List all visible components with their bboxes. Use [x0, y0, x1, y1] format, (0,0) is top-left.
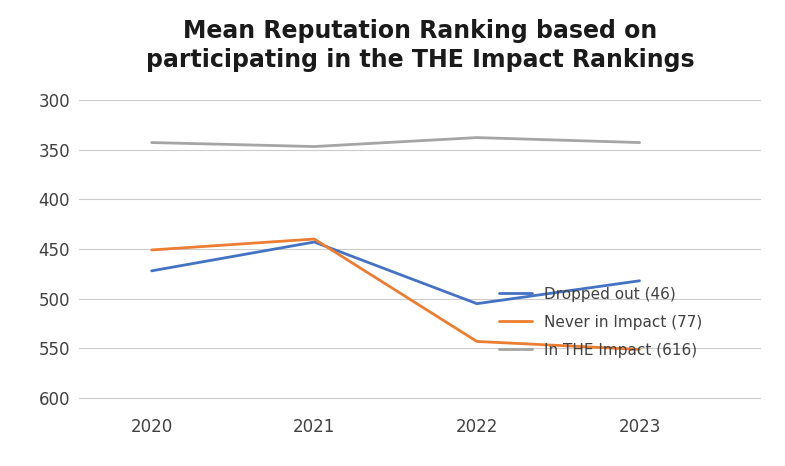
Line: In THE Impact (616): In THE Impact (616)	[152, 137, 640, 146]
Line: Never in Impact (77): Never in Impact (77)	[152, 239, 640, 350]
Never in Impact (77)	[147, 247, 156, 253]
Never in Impact (77)	[635, 347, 644, 352]
Dropped out (46)	[147, 268, 156, 274]
Title: Mean Reputation Ranking based on
participating in the THE Impact Rankings: Mean Reputation Ranking based on partici…	[146, 19, 694, 72]
Dropped out (46)	[635, 278, 644, 284]
Never in Impact (77)	[309, 236, 319, 242]
In THE Impact (616)	[635, 140, 644, 145]
Never in Impact (77)	[473, 339, 482, 344]
Dropped out (46)	[309, 239, 319, 245]
Line: Dropped out (46): Dropped out (46)	[152, 242, 640, 304]
In THE Impact (616)	[309, 144, 319, 149]
In THE Impact (616)	[147, 140, 156, 145]
Legend: Dropped out (46), Never in Impact (77), In THE Impact (616): Dropped out (46), Never in Impact (77), …	[492, 281, 709, 364]
In THE Impact (616)	[473, 135, 482, 140]
Dropped out (46)	[473, 301, 482, 307]
